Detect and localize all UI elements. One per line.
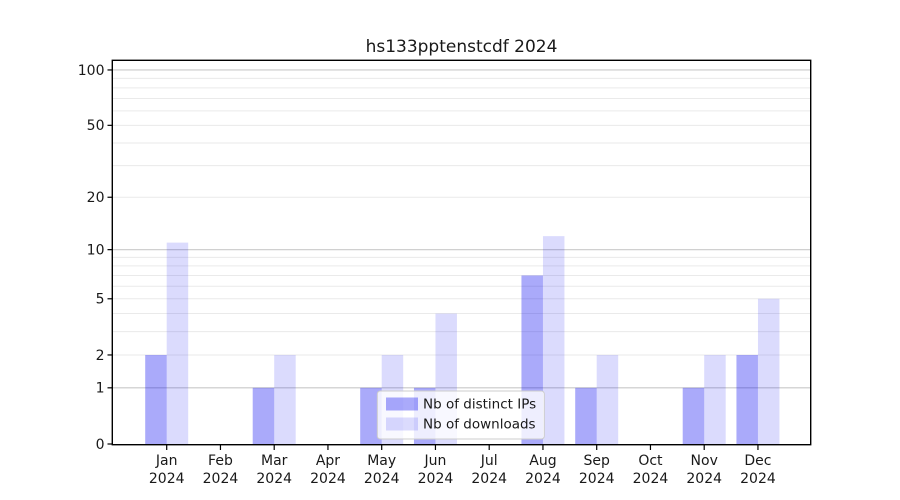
- bar-distinct-ips: [145, 354, 167, 444]
- bar-distinct-ips: [682, 387, 705, 444]
- y-tick-label: 2: [96, 348, 105, 364]
- y-tick-label: 1: [96, 381, 105, 397]
- bar-downloads: [166, 242, 189, 444]
- legend-swatch: [386, 417, 418, 431]
- x-tick-label-month: Dec: [744, 453, 771, 469]
- x-tick-label-month: Feb: [208, 453, 233, 469]
- y-tick-label: 10: [87, 242, 105, 258]
- y-tick-label: 100: [78, 63, 105, 79]
- x-tick-label-month: Mar: [261, 453, 288, 469]
- x-tick-label-year: 2024: [256, 471, 292, 487]
- legend-label: Nb of downloads: [423, 417, 536, 433]
- axis-tick-labels: 0 1 2 5 10 20 50 100 Jan 2024 Feb 2024 Mar 2024 Apr 202…: [78, 63, 776, 487]
- bar-downloads: [704, 354, 726, 444]
- x-tick-label-month: Jun: [424, 453, 447, 469]
- legend-label: Nb of distinct IPs: [423, 397, 536, 413]
- x-tick-label-year: 2024: [579, 471, 615, 487]
- bar-downloads: [274, 354, 296, 444]
- axis-ticks: [107, 69, 759, 450]
- bar-downloads: [596, 354, 619, 444]
- bar-distinct-ips: [252, 387, 275, 444]
- x-tick-label-year: 2024: [149, 471, 185, 487]
- x-tick-label-year: 2024: [203, 471, 239, 487]
- x-tick-label-month: May: [367, 453, 396, 469]
- x-tick-label-year: 2024: [686, 471, 722, 487]
- legend-box: [376, 390, 545, 440]
- x-tick-label-year: 2024: [525, 471, 561, 487]
- x-tick-label-month: Apr: [316, 453, 340, 469]
- x-tick-label-year: 2024: [633, 471, 669, 487]
- bar-downloads: [757, 298, 780, 444]
- x-tick-label-month: Jul: [480, 453, 498, 469]
- x-tick-label-year: 2024: [740, 471, 776, 487]
- y-tick-label: 0: [96, 437, 105, 453]
- legend-swatch: [386, 397, 418, 411]
- y-tick-label: 20: [87, 190, 105, 206]
- bar-distinct-ips: [736, 354, 758, 444]
- y-tick-label: 5: [96, 292, 105, 308]
- x-tick-label-month: Oct: [638, 453, 663, 469]
- chart-title: hs133pptenstcdf 2024: [366, 37, 558, 57]
- gridlines: [113, 69, 810, 389]
- x-tick-label-year: 2024: [364, 471, 400, 487]
- x-tick-label-month: Jan: [155, 453, 178, 469]
- x-tick-label-year: 2024: [418, 471, 454, 487]
- bar-downloads: [542, 236, 565, 444]
- x-tick-label-year: 2024: [310, 471, 346, 487]
- x-tick-label-month: Aug: [529, 453, 556, 469]
- x-tick-label-month: Nov: [691, 453, 718, 469]
- bar-distinct-ips: [360, 387, 382, 444]
- bar-distinct-ips: [575, 387, 597, 444]
- x-tick-label-month: Sep: [584, 453, 611, 469]
- x-tick-label-year: 2024: [471, 471, 507, 487]
- plot-border: [111, 59, 812, 446]
- legend: Nb of distinct IPs Nb of downloads: [376, 390, 545, 440]
- y-tick-label: 50: [87, 118, 105, 134]
